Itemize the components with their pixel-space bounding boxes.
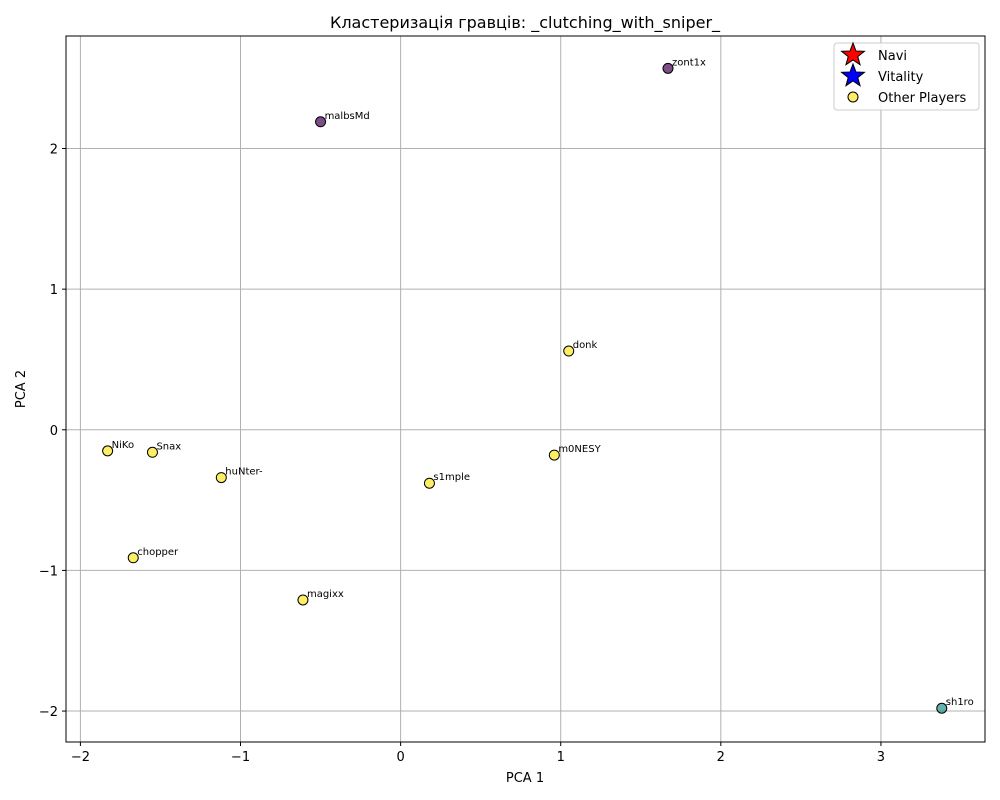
- chart-title: Кластеризація гравців: _clutching_with_s…: [330, 13, 721, 33]
- legend-label: Other Players: [878, 91, 966, 106]
- x-axis-label: PCA 1: [506, 771, 544, 786]
- data-point: [662, 62, 674, 74]
- legend: Navi Vitality Other Players: [833, 41, 980, 111]
- y-tick-label: 2: [50, 143, 58, 158]
- data-point: [315, 116, 327, 128]
- legend-star-marker: [840, 62, 866, 87]
- point-label: sh1ro: [946, 697, 974, 708]
- point-label: zont1x: [672, 57, 706, 68]
- axis-frame: [65, 35, 986, 743]
- legend-label: Vitality: [878, 70, 924, 85]
- point-label: chopper: [137, 547, 179, 558]
- point-label: donk: [573, 340, 598, 351]
- point-label: malbsMd: [325, 111, 370, 122]
- y-tick-label: −2: [39, 705, 58, 720]
- legend-label: Navi: [878, 49, 907, 64]
- y-axis-label: PCA 2: [14, 370, 29, 408]
- y-tick-label: 0: [50, 424, 58, 439]
- data-point: [127, 552, 139, 564]
- points-layer: zont1x malbsMd donk NiKo Snax m0NESY huNter-s1…: [102, 57, 974, 714]
- ticks-layer: −2 −1 0 1 2 3 −2 −1 0 1 2: [39, 143, 885, 765]
- point-label: s1mple: [433, 472, 470, 483]
- data-point: [423, 477, 435, 489]
- grid-layer: [66, 36, 985, 742]
- legend-box: [833, 42, 980, 111]
- legend-star-marker: [840, 41, 866, 66]
- legend-circle-marker: [847, 91, 859, 103]
- x-tick-label: 2: [717, 750, 725, 765]
- data-point: [548, 449, 560, 461]
- data-point: [146, 446, 158, 458]
- x-tick-label: −1: [231, 750, 250, 765]
- point-label: huNter-: [225, 467, 263, 478]
- data-point: [215, 472, 227, 484]
- y-tick-label: 1: [50, 283, 58, 298]
- data-point: [102, 445, 114, 457]
- x-tick-label: 3: [877, 750, 885, 765]
- y-tick-label: −1: [39, 564, 58, 579]
- data-point: [297, 594, 309, 606]
- data-point: [936, 702, 948, 714]
- point-label: m0NESY: [558, 444, 601, 455]
- data-point: [563, 345, 575, 357]
- point-label: Snax: [156, 441, 181, 452]
- point-label: NiKo: [112, 440, 134, 451]
- x-tick-label: 0: [396, 750, 404, 765]
- point-label: magixx: [307, 589, 344, 600]
- x-tick-label: −2: [71, 750, 90, 765]
- x-tick-label: 1: [557, 750, 565, 765]
